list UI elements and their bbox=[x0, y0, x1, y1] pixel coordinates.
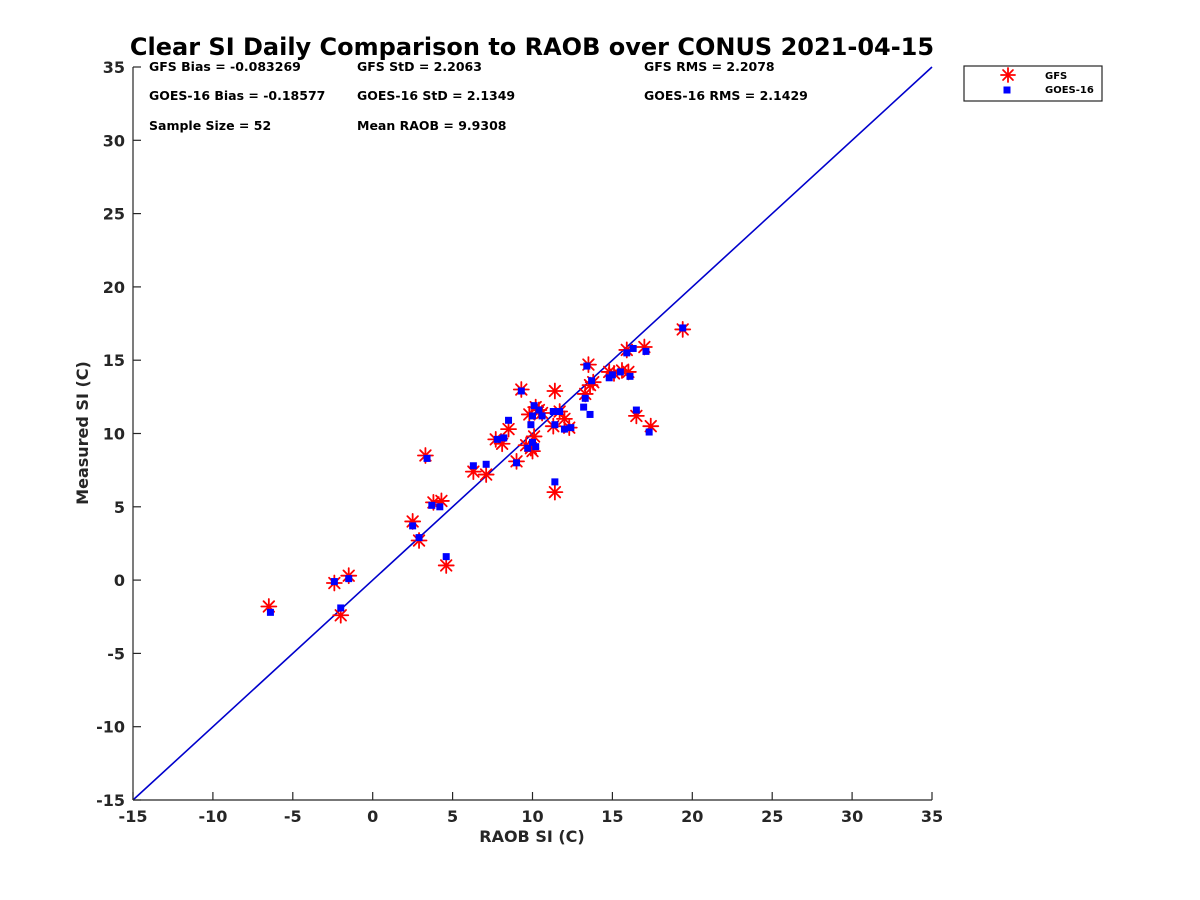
goes-16-point bbox=[588, 377, 596, 385]
goes-16-point bbox=[527, 421, 535, 429]
goes-16-point bbox=[428, 501, 436, 509]
goes-16-point bbox=[538, 412, 546, 420]
goes-16-point bbox=[482, 460, 490, 468]
y-axis-label: Measured SI (C) bbox=[73, 361, 92, 505]
goes-16-point bbox=[436, 503, 444, 511]
goes-16-point bbox=[345, 575, 353, 583]
stat-goes-std: GOES-16 StD = 2.1349 bbox=[357, 88, 515, 103]
stat-gfs-rms: GFS RMS = 2.2078 bbox=[644, 59, 775, 74]
goes-16-point bbox=[616, 368, 624, 376]
goes-16-point bbox=[567, 424, 575, 432]
goes-16-point bbox=[330, 578, 338, 586]
goes-16-point bbox=[493, 435, 501, 443]
x-tick-label: -5 bbox=[284, 807, 302, 826]
goes-16-point bbox=[642, 347, 650, 355]
stat-gfs-bias: GFS Bias = -0.083269 bbox=[149, 59, 301, 74]
x-tick-label: -10 bbox=[198, 807, 227, 826]
stat-goes-bias: GOES-16 Bias = -0.18577 bbox=[149, 88, 325, 103]
goes-16-point bbox=[423, 454, 431, 462]
x-axis-label: RAOB SI (C) bbox=[479, 827, 584, 846]
goes-16-point bbox=[500, 434, 508, 442]
x-tick-label: 15 bbox=[601, 807, 623, 826]
y-tick-label: -10 bbox=[96, 718, 125, 737]
goes-16-point bbox=[469, 462, 477, 470]
y-tick-label: -5 bbox=[107, 644, 125, 663]
gfs-point bbox=[546, 483, 564, 501]
y-tick-label: 15 bbox=[103, 351, 125, 370]
y-tick-label: 20 bbox=[103, 278, 125, 297]
chart-title: Clear SI Daily Comparison to RAOB over C… bbox=[130, 33, 934, 61]
stat-gfs-std: GFS StD = 2.2063 bbox=[357, 59, 482, 74]
y-tick-label: 30 bbox=[103, 131, 125, 150]
x-ticks: -15 -10 -5 0 5 10 15 20 25 30 35 bbox=[119, 792, 943, 826]
goes-16-point bbox=[529, 438, 536, 446]
goes-16-point bbox=[626, 372, 634, 380]
goes-16-point bbox=[535, 406, 543, 414]
goes-16-point bbox=[632, 406, 640, 414]
x-tick-label: 20 bbox=[681, 807, 703, 826]
goes-16-point bbox=[442, 553, 450, 561]
goes-16-point bbox=[623, 349, 631, 357]
goes-16-point bbox=[530, 402, 538, 410]
one-to-one-line bbox=[132, 66, 933, 801]
goes-16-point bbox=[556, 408, 564, 416]
stat-sample-size: Sample Size = 52 bbox=[149, 118, 271, 133]
goes-16-point bbox=[580, 403, 588, 411]
goes-16-point bbox=[524, 444, 532, 452]
goes-16-point bbox=[505, 416, 513, 424]
goes-16-point bbox=[513, 459, 521, 467]
y-ticks: -15 -10 -5 0 5 10 15 20 25 30 35 bbox=[96, 58, 141, 810]
gfs-point bbox=[477, 466, 495, 483]
x-tick-label: 30 bbox=[841, 807, 863, 826]
goes-16-point bbox=[517, 387, 525, 395]
y-tick-label: 5 bbox=[114, 498, 125, 517]
legend-gfs-marker bbox=[1000, 67, 1016, 83]
x-tick-label: 35 bbox=[921, 807, 943, 826]
legend-gfs-asterisk bbox=[1000, 67, 1016, 83]
plot-area bbox=[132, 66, 933, 801]
goes-16-point bbox=[549, 408, 557, 416]
goes-16-point bbox=[409, 522, 417, 530]
legend-goes-label: GOES-16 bbox=[1045, 85, 1094, 96]
goes-16-point bbox=[266, 608, 274, 616]
goes-16-point bbox=[337, 604, 345, 612]
y-tick-label: 25 bbox=[103, 205, 125, 224]
goes-16-point bbox=[529, 412, 536, 420]
goes-16-point bbox=[560, 425, 568, 433]
gfs-point bbox=[437, 557, 455, 574]
y-tick-label: 0 bbox=[114, 571, 125, 590]
y-tick-label: 10 bbox=[103, 425, 125, 444]
x-tick-label: 0 bbox=[367, 807, 378, 826]
goes-16-point bbox=[586, 410, 594, 418]
x-tick-label: -15 bbox=[119, 807, 148, 826]
legend: GFS GOES-16 bbox=[963, 65, 1103, 102]
goes-16-point bbox=[551, 478, 559, 486]
goes-16-point bbox=[532, 443, 540, 451]
x-tick-label: 5 bbox=[447, 807, 458, 826]
stat-mean-raob: Mean RAOB = 9.9308 bbox=[357, 118, 506, 133]
goes-16-point bbox=[415, 534, 423, 542]
goes-16-point bbox=[679, 324, 687, 332]
gfs-point bbox=[546, 382, 564, 400]
y-tick-label: -15 bbox=[96, 791, 125, 810]
legend-box bbox=[963, 65, 1103, 102]
y-tick-label: 35 bbox=[103, 58, 125, 77]
goes-16-point bbox=[551, 421, 559, 429]
goes-16-point bbox=[629, 344, 637, 352]
goes-16-point bbox=[645, 428, 653, 436]
stat-goes-rms: GOES-16 RMS = 2.1429 bbox=[644, 88, 808, 103]
legend-goes-square bbox=[1003, 86, 1011, 94]
gfs-point bbox=[500, 420, 517, 438]
goes-16-point bbox=[583, 362, 591, 370]
goes-16-point bbox=[581, 394, 589, 402]
legend-gfs-label: GFS bbox=[1045, 71, 1067, 82]
x-tick-label: 10 bbox=[521, 807, 543, 826]
goes-16-point bbox=[608, 371, 616, 379]
x-tick-label: 25 bbox=[761, 807, 783, 826]
legend-goes-marker bbox=[1003, 86, 1011, 94]
